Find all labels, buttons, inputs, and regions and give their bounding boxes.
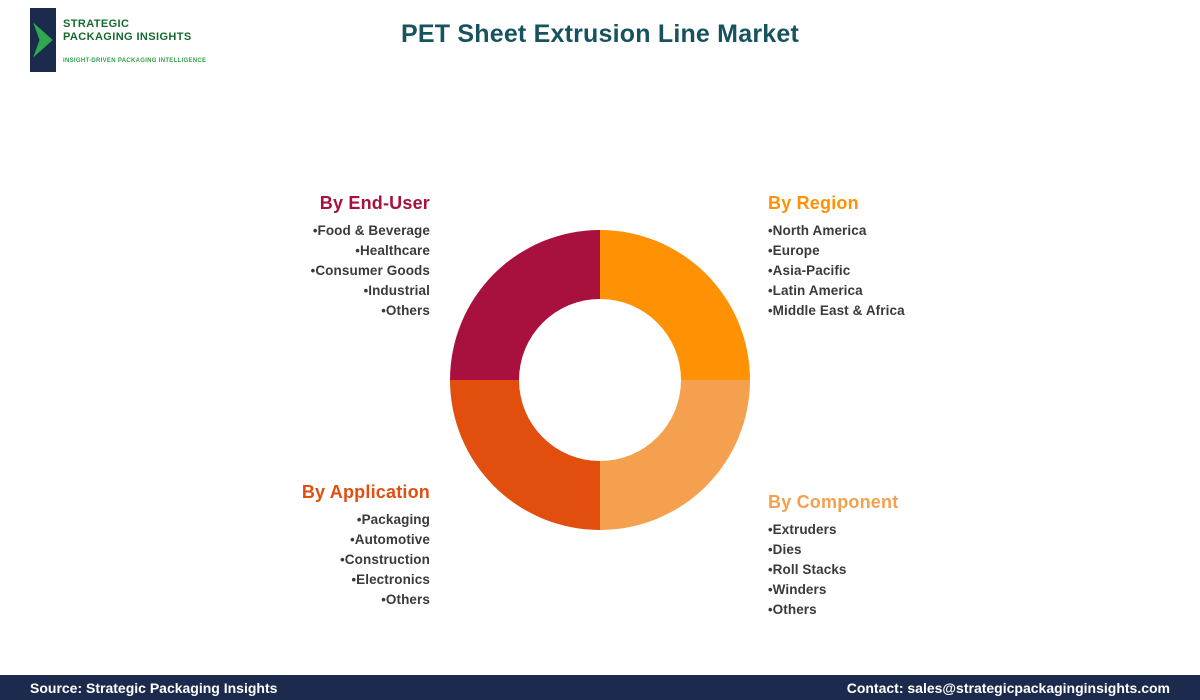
page-title: PET Sheet Extrusion Line Market — [401, 20, 799, 48]
list-item: Asia-Pacific — [768, 261, 905, 281]
list-item: Healthcare — [311, 241, 430, 261]
footer-bar: Source: Strategic Packaging Insights Con… — [0, 675, 1200, 700]
donut-chart — [450, 230, 750, 530]
list-item: Electronics — [302, 570, 430, 590]
list-item: Others — [302, 590, 430, 610]
segment-heading-by-application: By Application — [301, 482, 430, 502]
list-item: Industrial — [311, 281, 430, 301]
footer-contact: Contact: sales@strategicpackaginginsight… — [846, 679, 1170, 696]
list-item: Others — [768, 600, 898, 620]
list-item: Middle East & Africa — [768, 301, 905, 321]
list-item: Europe — [768, 241, 905, 261]
list-item: North America — [768, 221, 905, 241]
list-item: Roll Stacks — [768, 560, 898, 580]
list-item: Construction — [302, 550, 430, 570]
segment-by-component: By Component Extruders Dies Roll Stacks … — [768, 491, 898, 620]
segment-heading-by-region: By Region — [768, 193, 859, 213]
logo-tagline: INSIGHT-DRIVEN PACKAGING INTELLIGENCE — [63, 58, 207, 64]
list-item: Packaging — [302, 510, 430, 530]
list-item: Consumer Goods — [311, 261, 430, 281]
logo-text: STRATEGIC PACKAGING INSIGHTS INSIGHT-DRI… — [63, 8, 206, 72]
list-item: Automotive — [302, 530, 430, 550]
logo-name-line1: STRATEGIC — [63, 18, 130, 30]
segment-by-region: By Region North America Europe Asia-Paci… — [768, 192, 905, 321]
segment-by-application: By Application Packaging Automotive Cons… — [302, 481, 430, 610]
donut-hole — [519, 299, 681, 461]
list-item: Latin America — [768, 281, 905, 301]
list-item: Extruders — [768, 520, 898, 540]
logo-name-line2: PACKAGING INSIGHTS — [63, 31, 192, 43]
list-item: Dies — [768, 540, 898, 560]
list-item: Others — [311, 301, 430, 321]
list-item: Food & Beverage — [311, 221, 430, 241]
logo: STRATEGIC PACKAGING INSIGHTS INSIGHT-DRI… — [30, 8, 206, 72]
list-item: Winders — [768, 580, 898, 600]
footer-source: Source: Strategic Packaging Insights — [30, 679, 278, 696]
segment-heading-by-component: By Component — [768, 492, 899, 512]
segment-heading-by-end-user: By End-User — [319, 193, 430, 213]
logo-box — [30, 8, 56, 72]
segment-by-end-user: By End-User Food & Beverage Healthcare C… — [311, 192, 430, 321]
